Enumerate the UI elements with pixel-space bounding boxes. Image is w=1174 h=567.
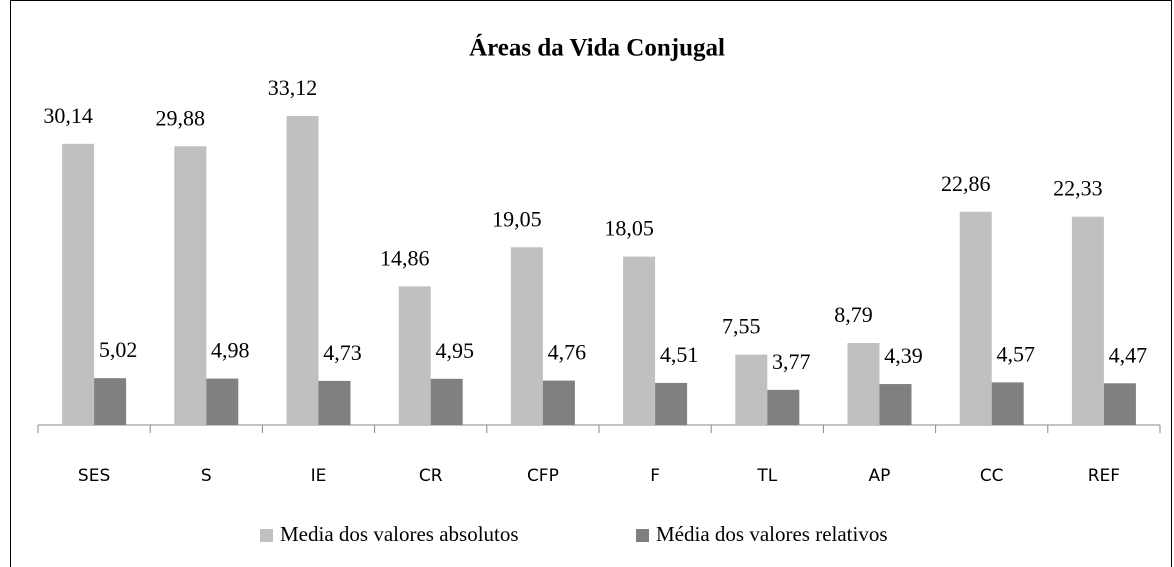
bar bbox=[655, 382, 688, 425]
bar bbox=[991, 382, 1024, 425]
x-tick-label: IE bbox=[311, 466, 327, 486]
data-label: 4,51 bbox=[660, 342, 699, 367]
data-label: 14,86 bbox=[380, 245, 430, 270]
bar bbox=[847, 343, 880, 425]
bar bbox=[62, 143, 95, 425]
data-label: 7,55 bbox=[722, 314, 761, 339]
x-tick-label: SES bbox=[78, 466, 110, 486]
data-label: 8,79 bbox=[834, 302, 873, 327]
bar bbox=[542, 380, 575, 425]
data-label: 22,33 bbox=[1053, 176, 1103, 201]
bar bbox=[735, 354, 768, 425]
bar bbox=[174, 146, 207, 426]
bar bbox=[1103, 383, 1136, 425]
data-label: 4,98 bbox=[211, 338, 250, 363]
data-label: 4,76 bbox=[548, 340, 587, 365]
chart-title: Áreas da Vida Conjugal bbox=[469, 34, 725, 62]
data-label: 4,39 bbox=[884, 343, 923, 368]
bar bbox=[206, 378, 239, 425]
data-label: 3,77 bbox=[772, 349, 811, 374]
bar bbox=[1071, 216, 1104, 425]
x-tick-label: AP bbox=[869, 466, 891, 486]
data-label: 4,57 bbox=[996, 341, 1035, 366]
bar bbox=[398, 286, 431, 425]
legend-label: Média dos valores relativos bbox=[656, 522, 888, 546]
data-label: 4,73 bbox=[323, 340, 362, 365]
x-tick-label: REF bbox=[1088, 466, 1120, 486]
data-label: 4,47 bbox=[1109, 342, 1148, 367]
x-tick-label: CC bbox=[980, 466, 1004, 486]
data-label: 33,12 bbox=[268, 75, 318, 100]
legend-swatch bbox=[260, 529, 273, 542]
data-label: 18,05 bbox=[604, 216, 654, 241]
data-label: 29,88 bbox=[156, 105, 206, 130]
x-tick-label: CFP bbox=[527, 466, 559, 486]
bar bbox=[94, 378, 127, 425]
bar bbox=[879, 384, 912, 425]
bar bbox=[623, 256, 656, 425]
x-tick-label: F bbox=[650, 466, 660, 486]
data-label: 4,95 bbox=[435, 338, 474, 363]
bar bbox=[430, 378, 463, 425]
bar bbox=[510, 247, 543, 425]
data-label: 19,05 bbox=[492, 206, 542, 231]
bar bbox=[959, 211, 992, 425]
bar bbox=[767, 389, 800, 425]
legend-swatch bbox=[636, 529, 649, 542]
x-tick-label: TL bbox=[756, 466, 777, 486]
bar bbox=[318, 380, 351, 425]
x-tick-label: S bbox=[201, 466, 212, 486]
x-tick-label: CR bbox=[419, 466, 443, 486]
bar bbox=[286, 116, 319, 425]
data-label: 22,86 bbox=[941, 171, 991, 196]
data-label: 30,14 bbox=[43, 103, 93, 128]
data-label: 5,02 bbox=[99, 337, 138, 362]
legend-label: Media dos valores absolutos bbox=[280, 522, 519, 546]
